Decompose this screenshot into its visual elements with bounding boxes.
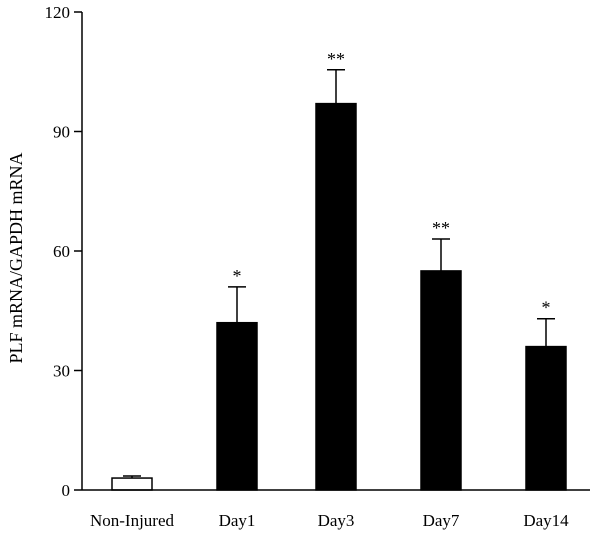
- significance-label: **: [327, 49, 345, 69]
- bar: [216, 321, 258, 491]
- y-tick-label: 120: [45, 3, 71, 22]
- x-tick-label: Non-Injured: [90, 511, 175, 530]
- x-tick-label: Day1: [219, 511, 256, 530]
- x-tick-label: Day7: [423, 511, 460, 530]
- y-tick-label: 30: [53, 362, 70, 381]
- y-tick-label: 60: [53, 242, 70, 261]
- error-bars: [123, 69, 555, 479]
- bar: [525, 345, 567, 491]
- y-tick-label: 0: [62, 481, 71, 500]
- y-axis-ticks: 0 30 60 90 120: [45, 3, 82, 500]
- significance-label: *: [233, 266, 242, 286]
- bar: [420, 270, 462, 491]
- significance-label: *: [542, 298, 551, 318]
- significance-markers: ******: [233, 49, 551, 318]
- bar: [315, 102, 357, 491]
- x-tick-label: Day3: [318, 511, 355, 530]
- bars: [111, 102, 567, 491]
- x-axis-labels: Non-Injured Day1 Day3 Day7 Day14: [90, 511, 569, 530]
- x-tick-label: Day14: [523, 511, 569, 530]
- significance-label: **: [432, 218, 450, 238]
- bar: [111, 477, 153, 491]
- y-axis-label: PLF mRNA/GAPDH mRNA: [6, 152, 26, 363]
- y-tick-label: 90: [53, 123, 70, 142]
